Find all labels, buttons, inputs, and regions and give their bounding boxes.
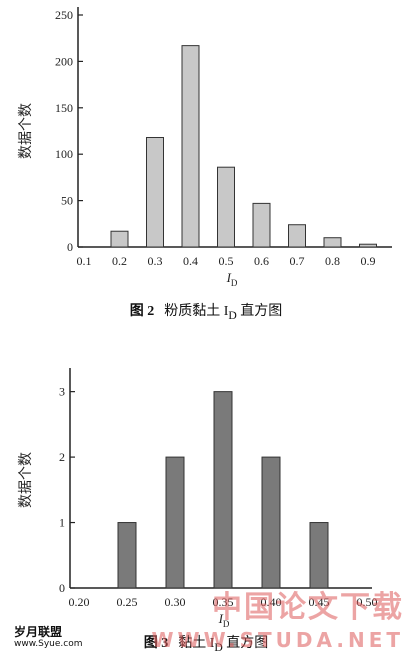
fig2-x-tick-label: 0.6 <box>254 254 269 268</box>
fig2-y-tick-label: 50 <box>61 194 73 208</box>
fig2-y-tick-label: 250 <box>55 8 73 22</box>
fig2-y-tick-label: 0 <box>67 240 73 254</box>
fig3-bar <box>165 456 185 589</box>
fig2-x-axis-label-main: I <box>226 270 232 285</box>
fig2-bar <box>359 243 377 248</box>
fig3-x-tick-label: 0.30 <box>165 595 186 609</box>
fig2-bar <box>110 230 129 248</box>
figure-2-number: 图 2 <box>129 304 155 319</box>
watermark-right-cn: 中国论文下载 <box>212 590 404 625</box>
histogram-clay: 0 1 2 3 0.20 0.25 0.30 0.35 0.40 0.45 0.50 数据个数 ID <box>18 368 378 629</box>
fig2-x-tick-label: 0.3 <box>148 254 163 268</box>
fig3-bar <box>309 522 329 589</box>
fig3-x-axis-label-sub: D <box>223 619 230 629</box>
fig2-x-tick-label: 0.2 <box>112 254 127 268</box>
fig3-x-tick-label: 0.40 <box>261 595 282 609</box>
fig3-x-tick-label: 0.35 <box>213 595 234 609</box>
fig2-x-axis-label: ID <box>226 270 238 288</box>
fig2-x-tick-label: 0.5 <box>219 254 234 268</box>
fig3-x-tick-label: 0.45 <box>309 595 330 609</box>
figure-2-title-tail: 直方图 <box>240 304 283 319</box>
watermark-left-sub: www.Syue.com <box>14 639 83 649</box>
fig3-y-tick-label: 1 <box>59 516 65 530</box>
figure-2-caption: 图 2 粉质黏土 ID 直方图 <box>0 300 412 322</box>
fig3-x-tick-label: 0.25 <box>117 595 138 609</box>
fig2-bar <box>217 166 235 248</box>
fig2-x-tick-label: 0.4 <box>183 254 198 268</box>
fig2-bar <box>181 45 200 248</box>
fig2-bar <box>288 224 306 248</box>
fig3-x-tick-label: 0.50 <box>357 595 378 609</box>
fig2-y-tick-label: 100 <box>55 147 73 161</box>
fig2-y-tick-label: 150 <box>55 101 73 115</box>
figure-3-caption: 图 3 黏土 ID 直方图 <box>0 632 412 654</box>
fig3-bar <box>213 391 233 589</box>
fig3-y-axis-label: 数据个数 <box>18 452 34 508</box>
figure-3-title-sub: D <box>214 640 223 654</box>
fig2-bar <box>323 237 342 248</box>
fig2-x-tick-label: 0.9 <box>361 254 376 268</box>
fig3-y-tick-label: 0 <box>59 581 65 595</box>
fig3-x-axis-label-main: I <box>218 611 224 626</box>
fig3-bar <box>117 522 137 589</box>
fig3-x-axis-label: ID <box>218 611 230 629</box>
fig2-y-axis-label: 数据个数 <box>18 103 34 159</box>
fig2-x-axis-label-sub: D <box>231 278 238 288</box>
figure-2-title: 粉质黏土 I <box>164 304 229 319</box>
figure-3-number: 图 3 <box>143 636 169 651</box>
fig2-bar <box>146 136 164 248</box>
watermark-right-url: WWW.STUDA.NET <box>151 628 404 652</box>
fig2-x-tick-label: 0.8 <box>325 254 340 268</box>
fig2-x-tick-label: 0.1 <box>77 254 92 268</box>
histogram-silty-clay: 0 50 100 150 200 250 0.1 0.2 0.3 0.4 0.5 0.6 0.7 0.8 0… <box>18 7 392 288</box>
fig2-bar <box>252 202 271 248</box>
fig2-x-tick-label: 0.7 <box>290 254 305 268</box>
fig2-y-tick-label: 200 <box>55 54 73 68</box>
fig3-y-tick-label: 3 <box>59 385 65 399</box>
figure-3-title: 黏土 I <box>178 636 215 651</box>
fig3-bar <box>261 456 281 589</box>
figure-3-title-tail: 直方图 <box>226 636 269 651</box>
watermark-left-main: 岁月联盟 <box>14 625 63 639</box>
fig3-x-tick-label: 0.20 <box>69 595 90 609</box>
watermark-left: 岁月联盟 www.Syue.com <box>14 626 82 650</box>
figure-2-title-sub: D <box>228 308 237 322</box>
watermark-right: 中国论文下载 WWW.STUDA.NET <box>151 582 404 652</box>
fig3-y-tick-label: 2 <box>59 450 65 464</box>
